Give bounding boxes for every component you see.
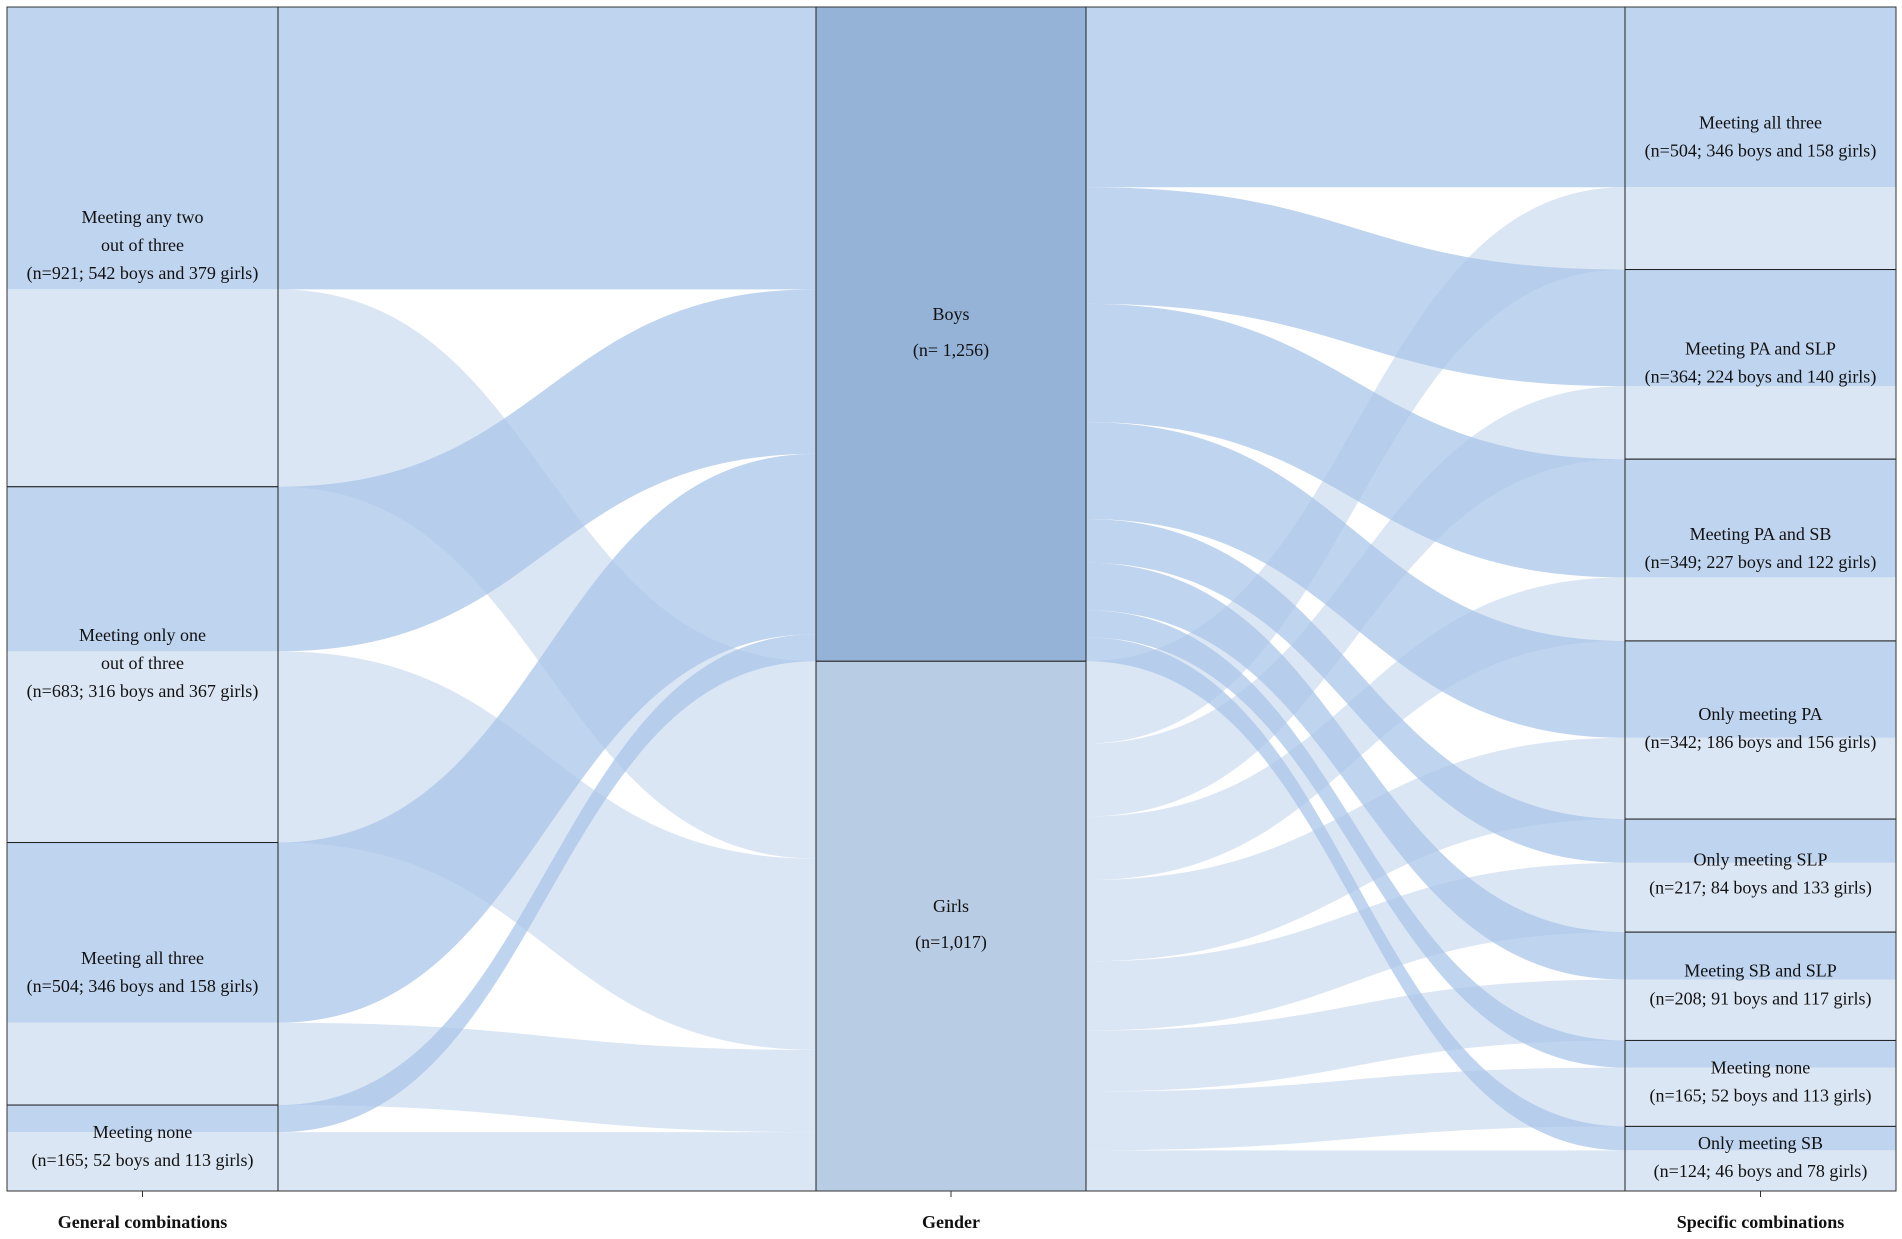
flow	[278, 1132, 816, 1191]
node-label: Meeting none	[1711, 1058, 1810, 1078]
node-label: (n=349; 227 boys and 122 girls)	[1645, 552, 1877, 573]
flow	[1086, 610, 1625, 1068]
node-boys	[7, 7, 278, 290]
node-girls	[7, 289, 278, 487]
flow	[1086, 637, 1625, 1151]
node-label: (n=208; 91 boys and 117 girls)	[1650, 988, 1872, 1009]
node-girls	[1625, 979, 1896, 1041]
node-boys	[1625, 640, 1896, 738]
node-label: (n=217; 84 boys and 133 girls)	[1649, 878, 1872, 899]
node-label: Only meeting PA	[1698, 704, 1822, 724]
flow	[278, 289, 816, 652]
node-boys	[7, 1105, 278, 1133]
flow	[1086, 303, 1625, 578]
flow	[278, 1022, 816, 1133]
node-label: (n=504; 346 boys and 158 girls)	[27, 976, 259, 997]
flow	[1086, 519, 1625, 863]
flow	[1086, 1150, 1625, 1191]
node-label: Meeting SB and SLP	[1684, 960, 1837, 980]
flow	[278, 651, 816, 1050]
node-boys	[1625, 1040, 1896, 1068]
node-label: (n=165; 52 boys and 113 girls)	[1650, 1086, 1872, 1107]
flow	[278, 289, 816, 859]
x-axis-label: Specific combinations	[1677, 1212, 1845, 1232]
node-label: Meeting any two	[82, 207, 204, 227]
node-label: (n=165; 52 boys and 113 girls)	[32, 1150, 254, 1171]
nodes: Meeting any two out of three (n=921; 542 b…	[6, 6, 1897, 1192]
x-axis-label: General combinations	[58, 1212, 228, 1232]
node-girls	[1625, 1067, 1896, 1127]
node-boys	[1625, 459, 1896, 578]
node-label: (n=342; 186 boys and 156 girls)	[1645, 732, 1877, 753]
node-label: Meeting PA and SB	[1690, 524, 1832, 544]
node-label: (n=504; 346 boys and 158 girls)	[1645, 140, 1877, 161]
node-label: (n=683; 316 boys and 367 girls)	[27, 681, 259, 702]
gender-node	[815, 6, 1087, 662]
flow	[1086, 422, 1625, 738]
node-label: Only meeting SB	[1698, 1133, 1823, 1153]
node-label: Meeting none	[93, 1122, 192, 1142]
node-label: Only meeting SLP	[1694, 850, 1828, 870]
node-boys	[1625, 819, 1896, 863]
flow	[1086, 562, 1625, 980]
node-boys	[1625, 932, 1896, 980]
node-label: Boys	[932, 304, 969, 324]
node-label: Meeting PA and SLP	[1685, 338, 1836, 358]
flow	[1086, 7, 1625, 188]
node-boys	[1625, 1126, 1896, 1151]
gender-node	[815, 660, 1087, 1192]
node-girls	[1625, 386, 1896, 460]
node-label: (n= 1,256)	[913, 340, 989, 361]
node-girls	[1625, 1150, 1896, 1191]
flow	[278, 453, 816, 1023]
node-label: Meeting all three	[1699, 112, 1822, 132]
node-girls	[1625, 577, 1896, 641]
node-label: (n=921; 542 boys and 379 girls)	[27, 263, 259, 284]
node-label: Meeting only one	[79, 625, 206, 645]
node-label: (n=364; 224 boys and 140 girls)	[1645, 366, 1877, 387]
node-label: (n=124; 46 boys and 78 girls)	[1654, 1161, 1868, 1182]
node-girls	[7, 1132, 278, 1191]
node-label: out of three	[101, 235, 184, 255]
node-label: Girls	[933, 896, 969, 916]
node-boys	[7, 486, 278, 652]
node-label: (n=1,017)	[915, 932, 987, 953]
node-boys	[7, 842, 278, 1023]
x-axis-label: Gender	[922, 1212, 980, 1232]
node-girls	[1625, 187, 1896, 270]
flow	[278, 7, 816, 290]
flows	[278, 7, 1625, 1191]
flow	[278, 634, 816, 1133]
node-boys	[1625, 269, 1896, 387]
node-girls	[7, 1022, 278, 1106]
node-girls	[7, 651, 278, 843]
node-label: out of three	[101, 653, 184, 673]
flow	[1086, 187, 1625, 387]
node-girls	[1625, 862, 1896, 933]
node-girls	[1625, 737, 1896, 820]
node-boys	[1625, 7, 1896, 188]
node-label: Meeting all three	[81, 948, 204, 968]
